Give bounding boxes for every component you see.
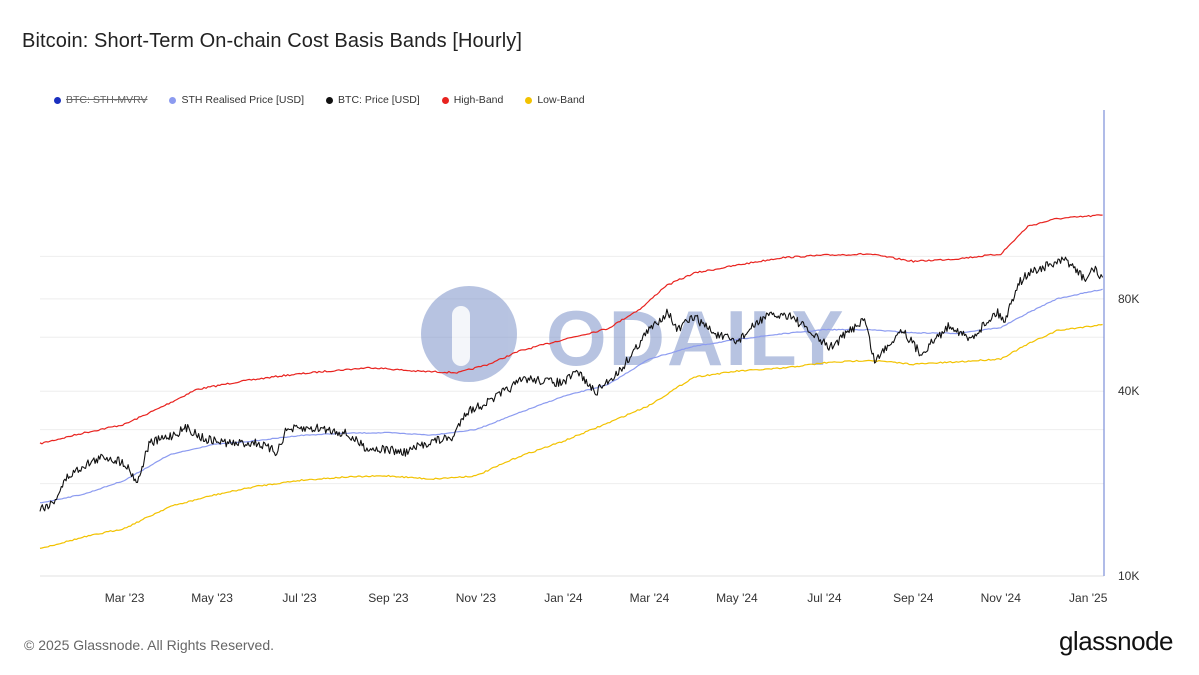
x-tick-label: May '23 (191, 591, 233, 605)
x-tick-label: Mar '24 (630, 591, 670, 605)
x-tick-label: Nov '23 (456, 591, 497, 605)
legend-swatch (326, 96, 334, 104)
legend-swatch (525, 96, 533, 104)
legend-label: Low-Band (537, 94, 585, 106)
series-line-btc-price-usd (39, 256, 1104, 512)
series-line-sth-realised-price-usd (39, 288, 1103, 504)
legend-swatch (54, 96, 61, 104)
series-line-low-band (39, 323, 1103, 549)
y-tick-label: 40K (1118, 384, 1139, 398)
x-tick-label: May '24 (716, 591, 758, 605)
legend-item-btc-price[interactable]: BTC: Price [USD] (326, 94, 420, 106)
watermark-text: ODAILY (546, 294, 846, 382)
y-tick-label: 10K (1118, 569, 1139, 583)
legend-swatch (169, 96, 177, 104)
watermark-logo (421, 286, 517, 382)
legend-item-sth-mvrv[interactable]: BTC: STH-MVRV (54, 94, 147, 106)
x-tick-label: Jan '25 (1069, 591, 1108, 605)
legend-label: High-Band (453, 94, 504, 106)
chart-title: Bitcoin: Short-Term On-chain Cost Basis … (22, 30, 523, 52)
x-tick-label: Sep '23 (368, 591, 409, 605)
copyright-text: © 2025 Glassnode. All Rights Reserved. (24, 637, 275, 653)
x-tick-label: Sep '24 (893, 591, 934, 605)
x-tick-label: Nov '24 (981, 591, 1022, 605)
legend-label: STH Realised Price [USD] (181, 94, 305, 106)
watermark-notch (452, 306, 470, 366)
glassnode-logo: glassnode (1058, 626, 1174, 656)
legend-label: BTC: STH-MVRV (66, 94, 148, 106)
x-tick-label: Jul '23 (282, 591, 317, 605)
chart-legend: BTC: STH-MVRV STH Realised Price [USD] B… (54, 94, 585, 106)
x-tick-label: Mar '23 (105, 591, 145, 605)
legend-item-sth-realised-price[interactable]: STH Realised Price [USD] (169, 94, 304, 106)
legend-swatch (441, 96, 449, 104)
x-tick-label: Jan '24 (544, 591, 583, 605)
legend-label: BTC: Price [USD] (338, 94, 420, 106)
x-tick-label: Jul '24 (807, 591, 842, 605)
watermark-circle (421, 286, 517, 382)
y-tick-label: 80K (1118, 292, 1139, 306)
legend-item-high-band[interactable]: High-Band (441, 94, 504, 106)
legend-item-low-band[interactable]: Low-Band (525, 94, 585, 106)
series-line-high-band (39, 214, 1103, 445)
